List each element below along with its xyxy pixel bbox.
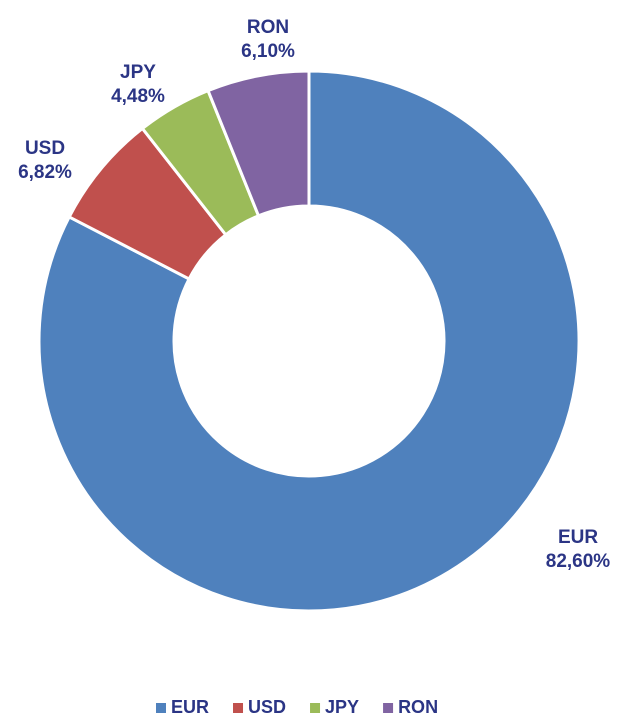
slice-category-label: USD <box>25 138 65 159</box>
donut-slice <box>37 69 581 613</box>
legend-label: RON <box>398 697 438 717</box>
slice-value-label: 6,10% <box>241 41 295 62</box>
legend-label: EUR <box>171 697 209 717</box>
legend-swatch <box>156 703 166 713</box>
legend-swatch <box>233 703 244 713</box>
legend-swatch <box>383 703 394 713</box>
slice-value-label: 4,48% <box>111 86 165 107</box>
legend-label: JPY <box>325 697 359 717</box>
legend-label: USD <box>248 697 286 717</box>
slice-value-label: 6,82% <box>18 162 72 183</box>
donut-slice <box>206 69 311 218</box>
slice-value-label: 82,60% <box>546 551 611 572</box>
slice-category-label: EUR <box>558 527 598 548</box>
slice-category-label: JPY <box>120 62 156 83</box>
legend-swatch <box>310 703 321 713</box>
slice-category-label: RON <box>247 17 289 38</box>
